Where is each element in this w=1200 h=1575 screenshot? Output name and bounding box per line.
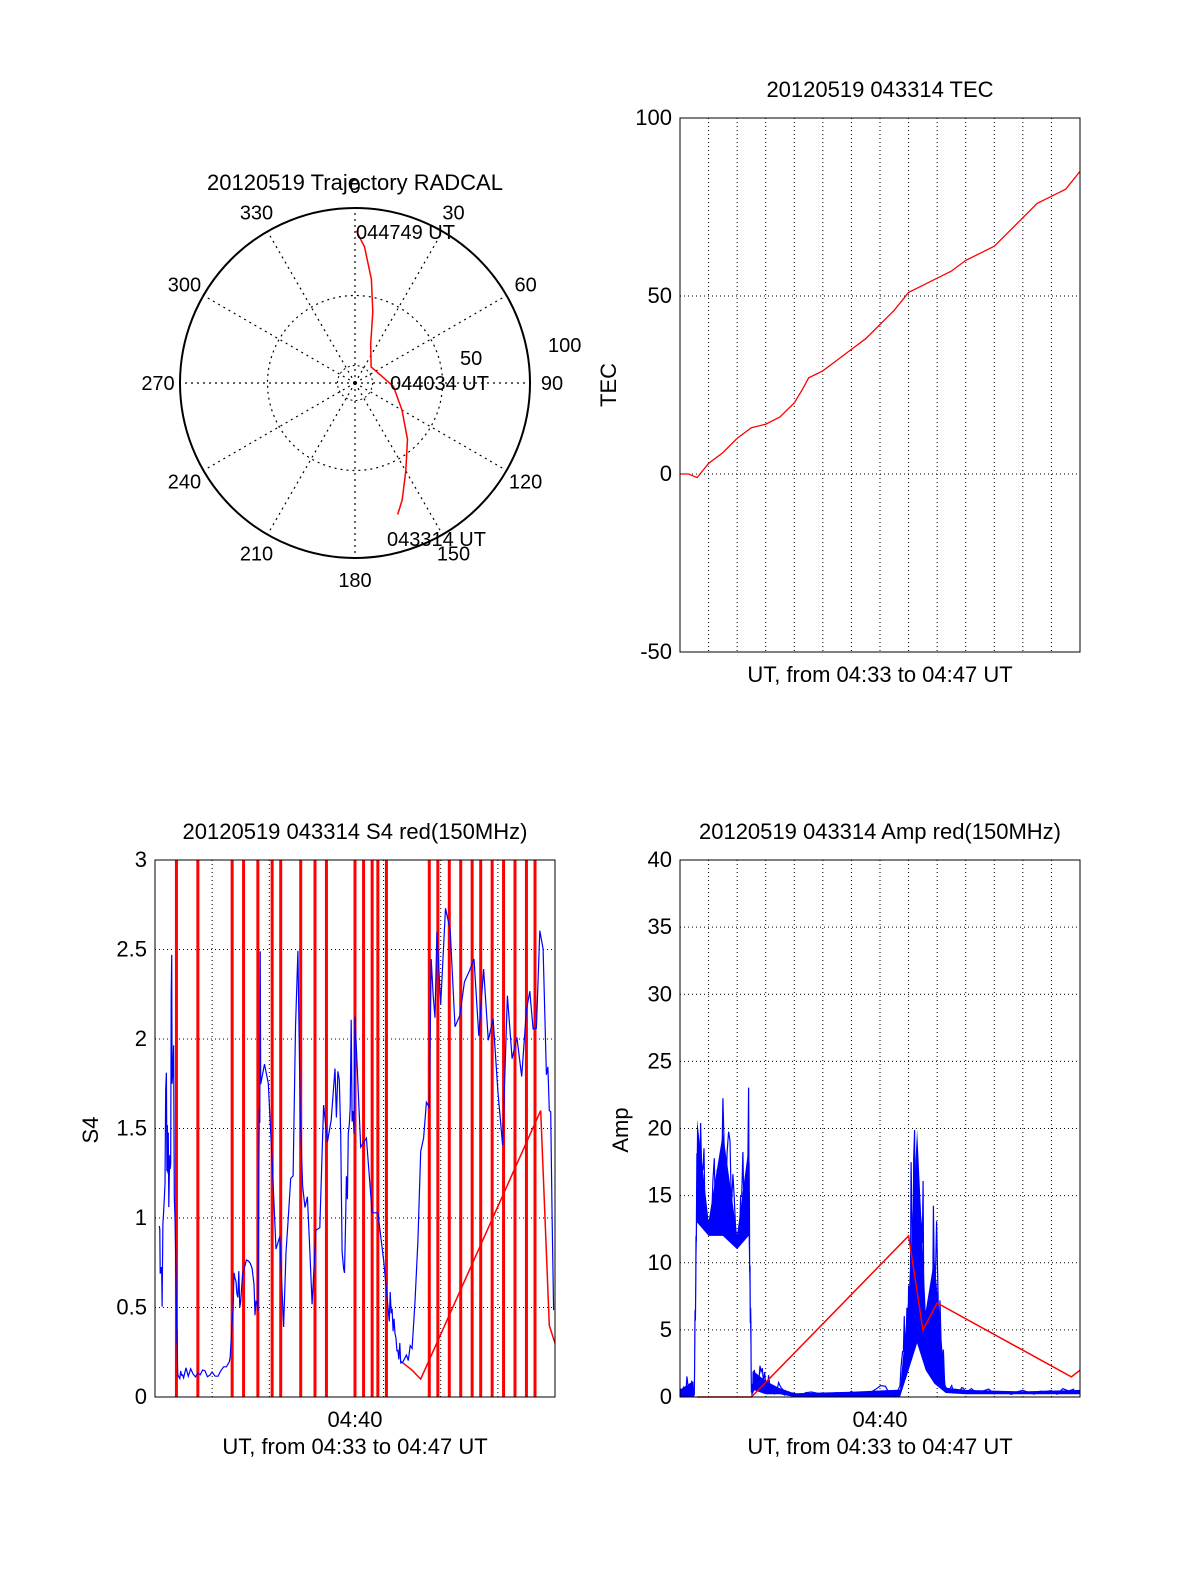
tec-y-tick-label: -50 [640,639,672,664]
amp-x-tick-0440: 04:40 [852,1407,907,1432]
polar-azimuth-label: 300 [168,275,201,297]
polar-radial-label-100: 100 [548,335,581,357]
polar-radial-label-50: 50 [460,348,482,370]
polar-azimuth-label: 0 [349,176,360,198]
polar-trajectory-line [355,230,409,515]
polar-spoke-240 [203,382,356,472]
amp-y-tick-label: 0 [660,1384,672,1409]
s4-title: 20120519 043314 S4 red(150MHz) [183,819,528,844]
amp-y-label: Amp [608,1107,633,1152]
polar-azimuth-label: 120 [509,472,542,494]
amp-y-tick-label: 10 [648,1250,672,1275]
tec-y-label: TEC [596,363,621,407]
amp-y-tick-label: 35 [648,914,672,939]
polar-spoke-30 [354,231,444,384]
trajectory-polar-plot: 20120519 Trajectory RADCAL 0 30 60 90 120 150… [141,170,581,592]
s4-y-tick-label: 3 [135,847,147,872]
polar-spoke-330 [266,231,356,384]
polar-azimuth-label: 60 [514,275,536,297]
s4-y-tick-label: 0.5 [116,1295,147,1320]
s4-frame [154,859,556,1398]
polar-azimuth-label: 150 [437,544,470,566]
polar-ring-inner [337,365,373,401]
amp-x-label: UT, from 04:33 to 04:47 UT [747,1434,1012,1459]
polar-azimuth-label: 270 [141,373,174,395]
amp-blue-series-line [679,1087,1075,1398]
amp-frame [679,859,1081,1398]
polar-spoke-60 [354,294,507,384]
polar-spoke-120 [354,382,507,472]
polar-azimuth-label: 180 [338,570,371,592]
polar-annotation-mid: 044034 UT [390,373,489,395]
tec-y-tick-label: 50 [648,283,672,308]
amp-plot: 20120519 043314 Amp red(150MHz) 0 5 10 15 20… [608,819,1081,1459]
tec-y-tick-label: 100 [635,105,672,130]
s4-plot: 20120519 043314 S4 red(150MHz) 0 0.5 1 1.5 2… [78,819,556,1459]
polar-azimuth-label: 330 [240,202,273,224]
tec-y-tick-labels: -50 0 50 100 [635,105,672,664]
tec-title: 20120519 043314 TEC [766,77,993,102]
polar-azimuth-label: 90 [541,373,563,395]
polar-azimuth-label: 210 [240,544,273,566]
s4-blue-series-line [158,908,555,1381]
amp-grid [680,860,1080,1397]
amp-y-tick-labels: 0 5 10 15 20 25 30 35 40 [648,847,672,1409]
amp-y-tick-label: 20 [648,1116,672,1141]
amp-y-tick-label: 15 [648,1183,672,1208]
s4-y-tick-label: 2.5 [116,937,147,962]
polar-azimuth-labels: 0 30 60 90 120 150 180 210 240 270 300 330 [141,176,563,592]
tec-x-label: UT, from 04:33 to 04:47 UT [747,662,1012,687]
s4-y-tick-label: 1.5 [116,1116,147,1141]
tec-frame [679,117,1081,653]
polar-outer-circle [179,207,531,559]
tec-grid [680,118,1080,652]
s4-y-tick-label: 1 [135,1205,147,1230]
tec-plot: 20120519 043314 TEC -50 0 50 100 UT, from 0… [596,77,1081,687]
s4-x-tick-0440: 04:40 [327,1407,382,1432]
s4-y-tick-label: 2 [135,1026,147,1051]
s4-red-trace [400,1110,556,1381]
amp-y-tick-label: 30 [648,981,672,1006]
amp-y-tick-label: 25 [648,1048,672,1073]
s4-y-tick-label: 0 [135,1384,147,1409]
amp-title: 20120519 043314 Amp red(150MHz) [699,819,1061,844]
tec-y-tick-label: 0 [660,461,672,486]
s4-y-tick-labels: 0 0.5 1 1.5 2 2.5 3 [116,847,147,1409]
polar-azimuth-label: 240 [168,472,201,494]
polar-spoke-150 [354,382,444,535]
polar-spoke-210 [266,382,356,535]
polar-annotation-end: 044749 UT [356,222,455,244]
s4-y-label: S4 [78,1117,103,1144]
polar-ring-50 [266,294,444,472]
polar-title: 20120519 Trajectory RADCAL [207,170,503,195]
polar-spoke-300 [203,294,356,384]
tec-series-line [680,170,1081,479]
s4-x-label: UT, from 04:33 to 04:47 UT [222,1434,487,1459]
amp-y-tick-label: 5 [660,1317,672,1342]
polar-azimuth-label: 30 [442,202,464,224]
polar-annotation-start: 043314 UT [387,529,486,551]
amp-y-tick-label: 40 [648,847,672,872]
polar-grid [180,208,530,558]
